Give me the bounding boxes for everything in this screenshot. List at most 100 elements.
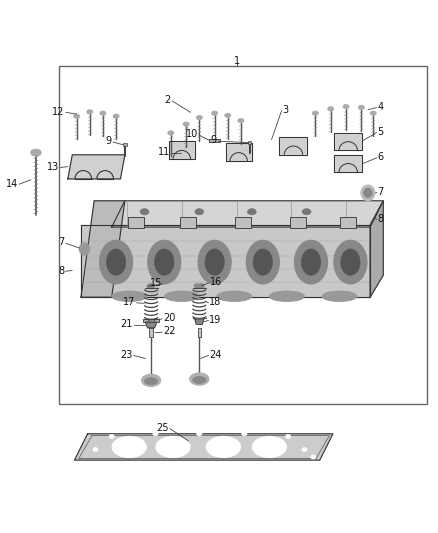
Ellipse shape (164, 291, 199, 302)
Text: 2: 2 (165, 95, 171, 105)
Ellipse shape (198, 240, 231, 284)
Bar (235, 217, 251, 228)
Ellipse shape (109, 434, 114, 439)
Ellipse shape (193, 376, 206, 383)
Text: 9: 9 (106, 136, 112, 146)
Text: 18: 18 (209, 297, 222, 308)
Bar (148, 319, 154, 322)
Ellipse shape (183, 122, 189, 126)
Ellipse shape (93, 448, 98, 451)
Polygon shape (145, 322, 157, 328)
Ellipse shape (334, 240, 367, 284)
Ellipse shape (113, 114, 119, 118)
Polygon shape (279, 138, 307, 155)
Bar (248, 141, 251, 144)
Polygon shape (74, 434, 333, 460)
Text: 23: 23 (120, 350, 132, 360)
Text: 10: 10 (186, 129, 198, 139)
Text: 19: 19 (209, 315, 222, 325)
Ellipse shape (302, 448, 307, 451)
Ellipse shape (147, 284, 155, 289)
Text: 11: 11 (158, 147, 170, 157)
Ellipse shape (197, 432, 202, 436)
Ellipse shape (145, 378, 158, 385)
Text: 8: 8 (378, 214, 384, 224)
Ellipse shape (198, 284, 205, 288)
Bar (209, 139, 220, 142)
Bar (143, 319, 159, 322)
Ellipse shape (253, 249, 272, 275)
Text: 21: 21 (120, 319, 132, 329)
Ellipse shape (140, 209, 149, 215)
Ellipse shape (99, 240, 133, 284)
Ellipse shape (106, 249, 126, 275)
Bar (180, 217, 196, 228)
Text: 22: 22 (163, 326, 176, 336)
Ellipse shape (148, 240, 181, 284)
Ellipse shape (112, 437, 146, 457)
Ellipse shape (212, 111, 218, 115)
Ellipse shape (195, 209, 204, 215)
Text: 25: 25 (156, 423, 169, 433)
Text: 1: 1 (233, 55, 240, 66)
Text: 12: 12 (53, 107, 65, 117)
Polygon shape (334, 155, 362, 172)
Ellipse shape (153, 432, 158, 436)
Text: 7: 7 (378, 187, 384, 197)
Polygon shape (195, 319, 204, 324)
Ellipse shape (246, 240, 279, 284)
Bar (198, 328, 201, 336)
Bar (128, 217, 144, 228)
Bar (59, 66, 427, 405)
Ellipse shape (238, 118, 244, 123)
Ellipse shape (155, 249, 174, 275)
Text: 14: 14 (6, 179, 18, 189)
Ellipse shape (196, 115, 202, 120)
Text: 16: 16 (210, 277, 223, 287)
Text: 17: 17 (124, 297, 136, 308)
Ellipse shape (302, 209, 311, 215)
Text: 6: 6 (378, 152, 384, 162)
Ellipse shape (301, 249, 321, 275)
Ellipse shape (370, 111, 376, 115)
Ellipse shape (269, 291, 304, 302)
Ellipse shape (358, 106, 364, 110)
Ellipse shape (190, 373, 209, 385)
Ellipse shape (100, 111, 106, 115)
Ellipse shape (294, 240, 328, 284)
Ellipse shape (343, 104, 349, 109)
Ellipse shape (311, 455, 316, 459)
Text: 4: 4 (378, 102, 384, 111)
Ellipse shape (194, 284, 200, 288)
Polygon shape (334, 133, 362, 150)
Text: 7: 7 (59, 237, 65, 247)
Bar (340, 217, 356, 228)
Ellipse shape (242, 432, 247, 436)
Ellipse shape (312, 111, 318, 115)
Text: 20: 20 (163, 313, 175, 323)
Ellipse shape (225, 113, 231, 118)
Ellipse shape (328, 107, 334, 111)
Ellipse shape (205, 249, 224, 275)
Polygon shape (81, 201, 125, 297)
Polygon shape (81, 225, 370, 297)
Ellipse shape (341, 249, 360, 275)
Bar (123, 143, 127, 146)
Ellipse shape (361, 185, 375, 201)
Ellipse shape (322, 291, 357, 302)
Ellipse shape (74, 114, 80, 118)
Ellipse shape (252, 437, 286, 457)
Ellipse shape (31, 149, 41, 156)
Ellipse shape (286, 434, 291, 439)
Ellipse shape (156, 437, 190, 457)
Bar (149, 328, 153, 337)
Text: 24: 24 (209, 350, 222, 360)
Polygon shape (169, 141, 195, 159)
Ellipse shape (206, 437, 240, 457)
Polygon shape (370, 201, 383, 297)
Bar (290, 217, 306, 228)
Text: 15: 15 (150, 278, 162, 288)
Ellipse shape (364, 188, 372, 198)
Polygon shape (112, 201, 383, 227)
Ellipse shape (112, 291, 147, 302)
